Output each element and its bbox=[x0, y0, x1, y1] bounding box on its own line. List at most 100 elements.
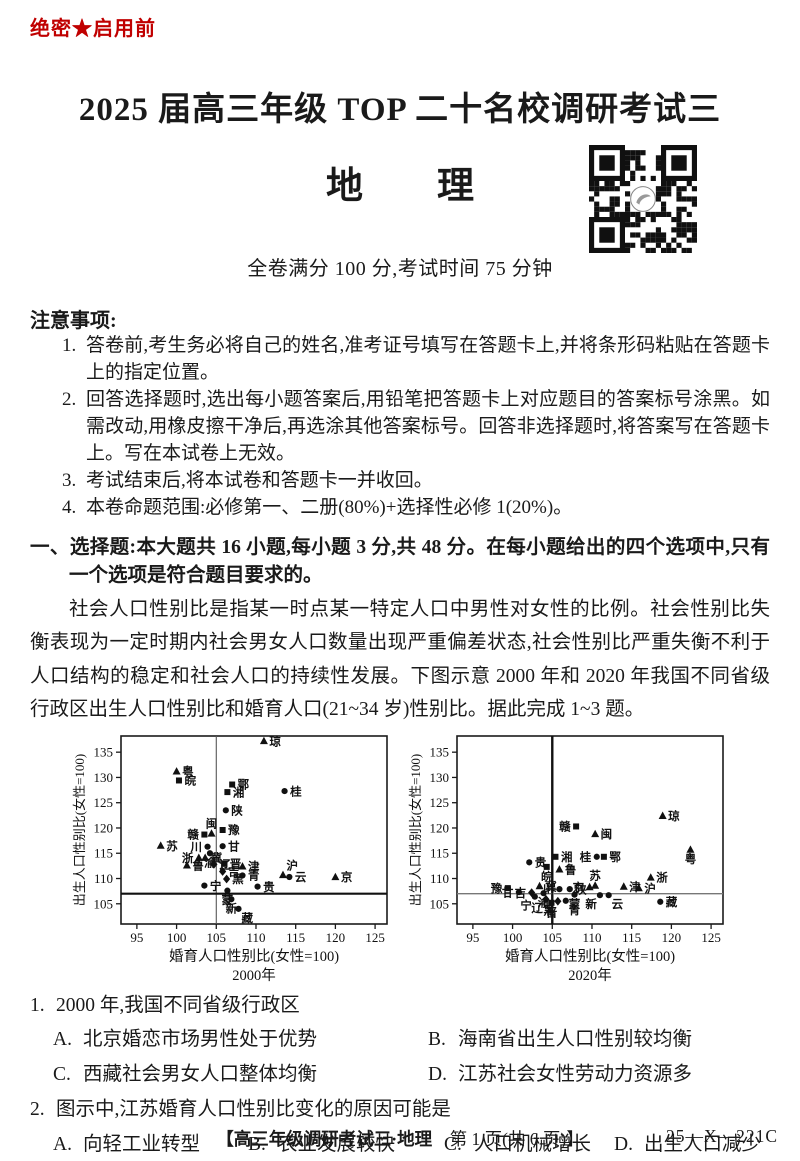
svg-text:婚育人口性别比(女性=100): 婚育人口性别比(女性=100) bbox=[505, 947, 675, 965]
notice-item: 4. 本卷命题范围:必修第一、二册(80%)+选择性必修 1(20%)。 bbox=[62, 495, 770, 522]
svg-text:105: 105 bbox=[543, 930, 563, 945]
svg-text:藏: 藏 bbox=[242, 911, 254, 925]
svg-text:婚育人口性别比(女性=100): 婚育人口性别比(女性=100) bbox=[169, 947, 339, 965]
option-key: A. bbox=[53, 1029, 72, 1050]
svg-text:2020年: 2020年 bbox=[568, 967, 612, 984]
option-b: B. 海南省出生人口性别较均衡 bbox=[428, 1024, 770, 1055]
option-key: D. bbox=[428, 1064, 447, 1086]
option-key: D. bbox=[614, 1133, 633, 1155]
notice-item: 3. 考试结束后,将本试卷和答题卡一并收回。 bbox=[62, 468, 770, 495]
svg-text:豫: 豫 bbox=[491, 881, 503, 895]
svg-text:黑: 黑 bbox=[543, 904, 555, 917]
svg-text:陕: 陕 bbox=[575, 882, 587, 896]
question-number: 2. bbox=[30, 1099, 45, 1121]
svg-text:鲁: 鲁 bbox=[565, 862, 577, 876]
notice-item-number: 4. bbox=[62, 496, 77, 518]
svg-text:2000年: 2000年 bbox=[232, 967, 276, 984]
svg-text:豫: 豫 bbox=[228, 823, 240, 837]
notice-item-text: 考试结束后,将本试卷和答题卡一并收回。 bbox=[86, 469, 433, 491]
question-options: A. 向轻工业转型 B. 农业发展较快 C. 人口机械增长 D. 出生人口减少 bbox=[53, 1129, 770, 1160]
notice-item-text: 回答选择题时,选出每小题答案后,用铅笔把答题卡上对应题目的答案标号涂黑。如需改动… bbox=[86, 388, 770, 464]
svg-text:晋: 晋 bbox=[230, 857, 242, 871]
svg-text:苏: 苏 bbox=[589, 868, 601, 882]
svg-text:琼: 琼 bbox=[668, 809, 680, 823]
svg-text:蒙: 蒙 bbox=[569, 897, 581, 911]
svg-text:鲁: 鲁 bbox=[192, 858, 204, 872]
svg-text:鄂: 鄂 bbox=[238, 778, 250, 792]
svg-text:100: 100 bbox=[503, 930, 523, 945]
svg-text:吉: 吉 bbox=[515, 886, 527, 900]
notice-item-text: 答卷前,考生务必将自己的姓名,准考证号填写在答题卡上,并将条形码粘贴在答题卡上的… bbox=[86, 334, 770, 383]
svg-text:130: 130 bbox=[94, 770, 114, 785]
svg-text:湘: 湘 bbox=[561, 850, 573, 864]
notice-item: 2. 回答选择题时,选出每小题答案后,用铅笔把答题卡上对应题目的答案标号涂黑。如… bbox=[62, 387, 770, 468]
svg-text:105: 105 bbox=[207, 930, 227, 945]
option-c: C. 西藏社会男女人口整体均衡 bbox=[53, 1059, 428, 1090]
svg-text:青: 青 bbox=[248, 868, 260, 882]
notice-item: 1. 答卷前,考生务必将自己的姓名,准考证号填写在答题卡上,并将条形码粘贴在答题… bbox=[62, 333, 770, 387]
svg-text:京: 京 bbox=[573, 880, 585, 894]
option-key: B. bbox=[248, 1133, 266, 1155]
svg-text:青: 青 bbox=[569, 903, 581, 917]
svg-text:晋: 晋 bbox=[546, 905, 558, 919]
svg-text:110: 110 bbox=[246, 930, 265, 945]
svg-text:川: 川 bbox=[190, 841, 203, 854]
svg-text:闽: 闽 bbox=[601, 827, 613, 841]
option-text: 海南省出生人口性别较均衡 bbox=[458, 1029, 693, 1050]
qr-code bbox=[589, 145, 697, 253]
option-d: D. 出生人口减少 bbox=[614, 1129, 770, 1160]
option-a: A. 北京婚恋市场男性处于优势 bbox=[53, 1024, 428, 1055]
svg-text:鄂: 鄂 bbox=[609, 850, 621, 864]
svg-text:95: 95 bbox=[466, 930, 479, 945]
svg-text:冀: 冀 bbox=[545, 879, 557, 893]
svg-text:闽: 闽 bbox=[206, 816, 218, 830]
svg-text:琼: 琼 bbox=[269, 734, 281, 748]
svg-text:125: 125 bbox=[94, 795, 114, 810]
svg-text:120: 120 bbox=[94, 820, 114, 835]
footer-page-number: 第 1 页(共 6 页)】 bbox=[432, 1129, 584, 1149]
option-key: C. bbox=[53, 1064, 71, 1086]
svg-text:130: 130 bbox=[430, 770, 450, 785]
svg-text:120: 120 bbox=[326, 930, 346, 945]
svg-text:95: 95 bbox=[130, 930, 143, 945]
notice-item-number: 2. bbox=[62, 388, 77, 410]
section-one-heading: 一、选择题:本大题共 16 小题,每小题 3 分,共 48 分。在每小题给出的四… bbox=[30, 536, 770, 586]
svg-text:115: 115 bbox=[430, 846, 449, 861]
svg-text:115: 115 bbox=[94, 846, 113, 861]
option-text: 出生人口减少 bbox=[644, 1133, 762, 1155]
svg-text:粤: 粤 bbox=[685, 852, 697, 866]
svg-text:辽: 辽 bbox=[531, 902, 543, 915]
svg-text:120: 120 bbox=[430, 820, 450, 835]
svg-text:云: 云 bbox=[295, 871, 307, 884]
svg-text:115: 115 bbox=[286, 930, 305, 945]
svg-text:赣: 赣 bbox=[187, 828, 199, 842]
option-text: 北京婚恋市场男性处于优势 bbox=[83, 1029, 318, 1050]
svg-text:湘: 湘 bbox=[233, 785, 245, 799]
svg-text:川: 川 bbox=[541, 883, 554, 896]
svg-text:105: 105 bbox=[94, 896, 114, 911]
page-footer: 【高三年级调研考试三·地理 第 1 页(共 6 页)】 25—X—221C bbox=[0, 1126, 800, 1151]
svg-text:云: 云 bbox=[612, 898, 624, 911]
passage-text: 社会人口性别比是指某一时点某一特定人口中男性对女性的比例。社会性别比失衡表现为一… bbox=[30, 599, 770, 720]
svg-text:出生人口性别比(女性=100): 出生人口性别比(女性=100) bbox=[408, 754, 423, 907]
svg-text:100: 100 bbox=[167, 930, 187, 945]
security-classification-label: 绝密★启用前 bbox=[30, 18, 156, 40]
score-time-line: 全卷满分 100 分,考试时间 75 分钟 bbox=[247, 257, 553, 280]
svg-text:津: 津 bbox=[248, 859, 260, 873]
svg-text:新: 新 bbox=[226, 902, 238, 916]
option-text: 向轻工业转型 bbox=[83, 1133, 201, 1155]
footer-paper-code: 25—X—221C bbox=[665, 1126, 778, 1146]
svg-text:桂: 桂 bbox=[289, 784, 302, 798]
option-key: A. bbox=[53, 1133, 72, 1155]
svg-text:粤: 粤 bbox=[182, 764, 194, 778]
svg-text:出生人口性别比(女性=100): 出生人口性别比(女性=100) bbox=[72, 754, 87, 907]
svg-text:新: 新 bbox=[585, 897, 597, 911]
option-text: 人口机械增长 bbox=[474, 1133, 592, 1155]
svg-text:135: 135 bbox=[94, 744, 114, 759]
option-d: D. 江苏社会女性劳动力资源多 bbox=[428, 1059, 770, 1090]
svg-text:赣: 赣 bbox=[559, 819, 571, 833]
option-text: 西藏社会男女人口整体均衡 bbox=[83, 1064, 318, 1086]
option-text: 江苏社会女性劳动力资源多 bbox=[458, 1064, 693, 1086]
notice-section: 注意事项: 1. 答卷前,考生务必将自己的姓名,准考证号填写在答题卡上,并将条形… bbox=[30, 304, 770, 522]
